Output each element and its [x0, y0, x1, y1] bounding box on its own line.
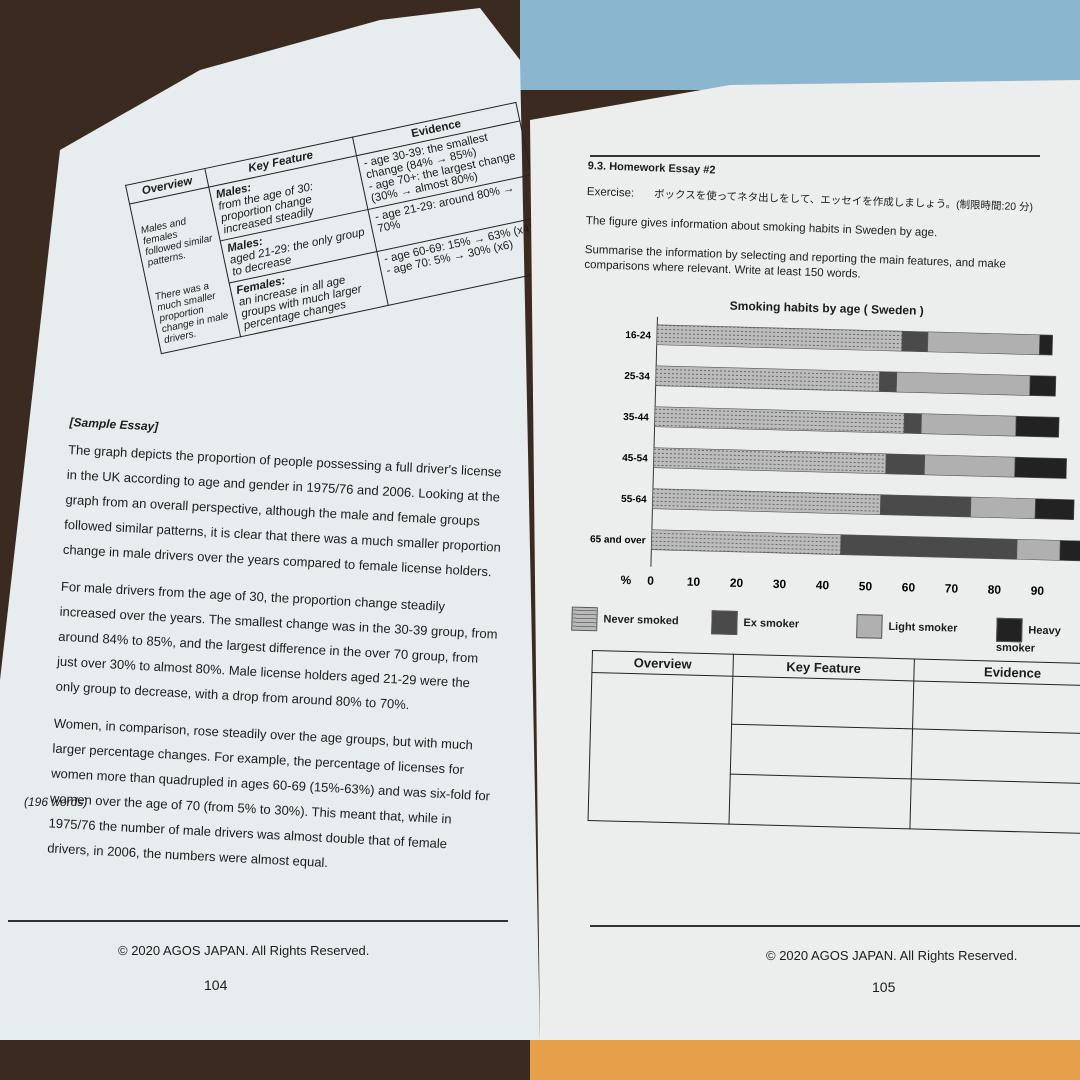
- legend-swatch: [571, 606, 598, 632]
- bar-segment-light-smoker: [920, 413, 1017, 437]
- right-page: [530, 80, 1080, 1040]
- category-label: 16-24: [625, 330, 651, 342]
- x-axis-label: %: [620, 573, 631, 587]
- category-label: 35-44: [623, 412, 649, 424]
- bar-segment-ex-smoker: [901, 330, 929, 353]
- blank-cell[interactable]: [588, 672, 733, 825]
- essay-paragraph: Women, in comparison, rose steadily over…: [46, 715, 491, 871]
- chart-area: Smoking habits by age ( Sweden ) 16-24 25…: [571, 295, 1080, 658]
- blue-folder-background: [520, 0, 1080, 90]
- bar-segment-heavy-smoker: [1014, 456, 1067, 479]
- bar-segment-never-smoked: [653, 447, 887, 475]
- page-number: 104: [204, 977, 228, 993]
- bar-segment-never-smoked: [656, 324, 903, 352]
- copyright-text: © 2020 AGOS JAPAN. All Rights Reserved.: [766, 948, 1018, 963]
- blank-cell[interactable]: [912, 680, 1080, 735]
- bar-segment-light-smoker: [923, 454, 1016, 478]
- bar-segment-heavy-smoker: [1034, 498, 1075, 521]
- bar-segment-light-smoker: [927, 331, 1041, 356]
- footer-rule: [8, 920, 508, 922]
- y-axis-line: [650, 316, 658, 567]
- bar-segment-ex-smoker: [840, 534, 1018, 560]
- homework-header: 9.3. Homework Essay #2 Exercise: ボックスを使っ…: [584, 160, 1058, 289]
- legend-label: Ex smoker: [743, 617, 800, 631]
- blank-notes-table: Overview Key Feature Evidence: [588, 650, 1080, 835]
- bar-segment-heavy-smoker: [1029, 375, 1057, 397]
- x-tick-label: 70: [945, 581, 959, 595]
- copyright-text: © 2020 AGOS JAPAN. All Rights Reserved.: [118, 943, 370, 958]
- legend-never-smoked: Never smoked: [571, 606, 679, 634]
- blank-notes-table-wrapper: Overview Key Feature Evidence: [588, 650, 1080, 835]
- x-tick-label: 90: [1031, 584, 1045, 598]
- bar-segment-ex-smoker: [878, 371, 898, 393]
- blank-cell[interactable]: [730, 724, 913, 779]
- essay-paragraph: The graph depicts the proportion of peop…: [62, 441, 502, 580]
- legend-label: Light smoker: [888, 620, 958, 635]
- x-tick-label: 30: [773, 577, 787, 591]
- legend-label: Never smoked: [603, 613, 679, 628]
- bar-segment-never-smoked: [652, 488, 882, 515]
- bar-segment-heavy-smoker: [1038, 334, 1054, 356]
- legend-swatch: [996, 617, 1023, 643]
- bar-segment-light-smoker: [970, 496, 1036, 520]
- exercise-label: Exercise:: [586, 185, 635, 200]
- left-page: [0, 8, 540, 1040]
- header-rule: [590, 155, 1040, 157]
- exercise-text: ボックスを使ってネタ出しをして、エッセイを作成しましょう。(制限時間:20 分): [653, 188, 1034, 214]
- legend-heavy-smoker: Heavy smoker: [996, 617, 1080, 656]
- legend-light-smoker: Light smoker: [856, 614, 958, 641]
- legend-swatch: [856, 614, 883, 639]
- footer-rule: [590, 925, 1080, 927]
- legend-swatch: [711, 610, 738, 635]
- blank-cell[interactable]: [911, 728, 1080, 785]
- bar-segment-ex-smoker: [879, 494, 972, 518]
- sample-essay: [Sample Essay] The graph depicts the pro…: [46, 415, 509, 895]
- page-number: 105: [872, 979, 896, 995]
- x-tick-label: 40: [816, 578, 830, 592]
- bar-segment-never-smoked: [655, 365, 881, 392]
- bar-segment-heavy-smoker: [1015, 415, 1060, 438]
- x-tick-label: 50: [859, 579, 873, 593]
- essay-paragraph: For male drivers from the age of 30, the…: [55, 578, 498, 713]
- blank-cell[interactable]: [731, 676, 914, 729]
- overview-text: Males and females followed similar patte…: [139, 216, 214, 269]
- bar-segment-light-smoker: [1016, 538, 1061, 561]
- x-tick-label: 60: [902, 580, 916, 594]
- intro-text: The figure gives information about smoki…: [585, 214, 938, 240]
- x-tick-label: 10: [687, 575, 701, 589]
- x-tick-label: 0: [647, 574, 654, 588]
- blank-cell[interactable]: [728, 774, 912, 829]
- word-count: (196 words): [24, 795, 88, 809]
- x-tick-label: 80: [988, 583, 1002, 597]
- category-label: 25-34: [624, 371, 650, 383]
- bar-segment-never-smoked: [654, 406, 905, 434]
- bar-segment-ex-smoker: [903, 412, 922, 435]
- legend-ex-smoker: Ex smoker: [711, 610, 799, 636]
- bar-segment-never-smoked: [651, 529, 842, 555]
- bar-segment-heavy-smoker: [1059, 540, 1080, 562]
- overview-text: There was a much smaller proportion chan…: [153, 280, 230, 347]
- category-label: 55-64: [621, 494, 647, 506]
- bar-segment-light-smoker: [896, 371, 1031, 396]
- blank-cell[interactable]: [909, 778, 1080, 835]
- x-tick-label: 20: [730, 576, 744, 590]
- category-label: 65 and over: [590, 534, 646, 546]
- orange-folder-background: [530, 1040, 1080, 1080]
- stacked-bar-chart: 16-24 25-34 35-44 45-54 55-64 65 and over% 0 10…: [590, 316, 1080, 598]
- bar-segment-ex-smoker: [885, 453, 926, 476]
- category-label: 45-54: [622, 453, 648, 465]
